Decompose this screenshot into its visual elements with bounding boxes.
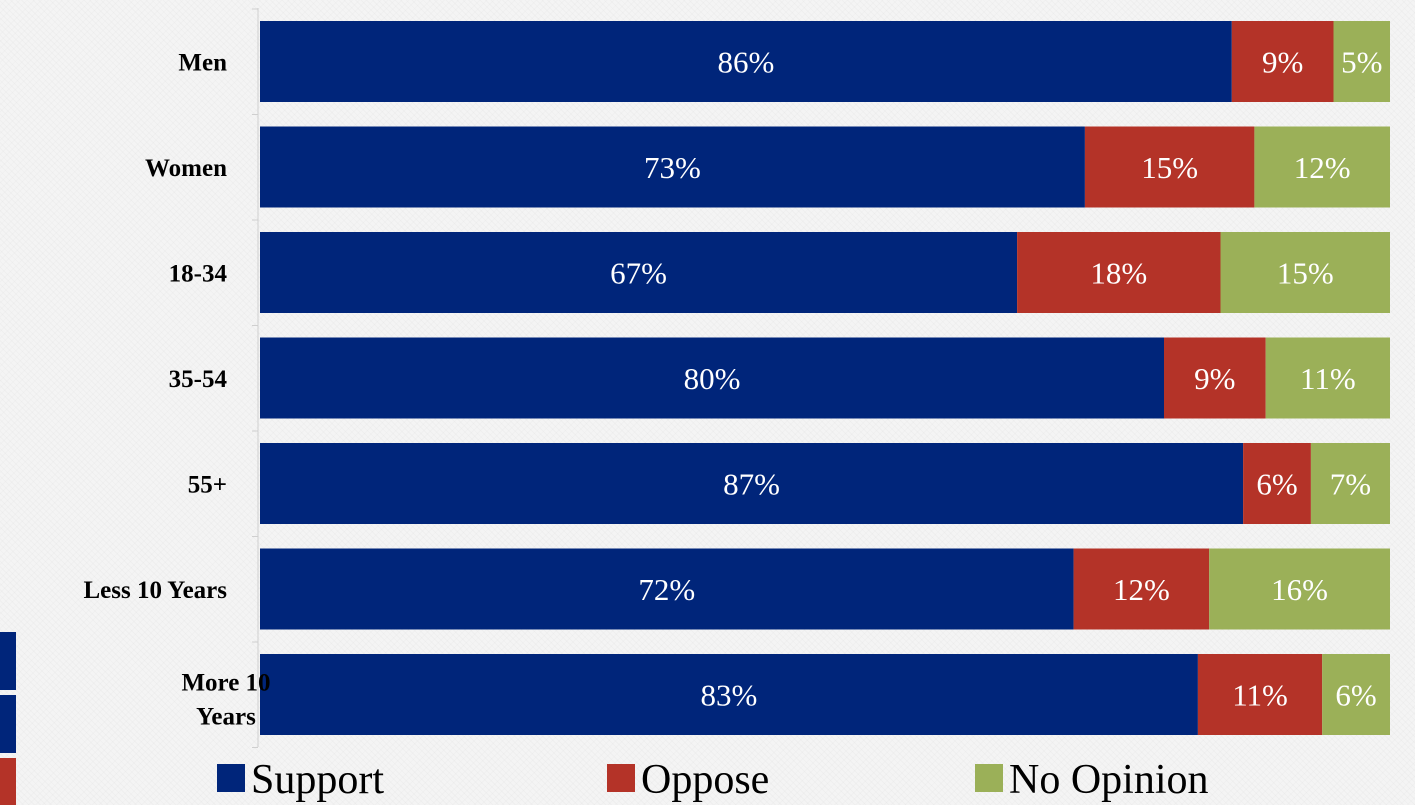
data-label-no-opinion-55: 7% <box>1330 467 1371 502</box>
data-label-support-men: 86% <box>717 45 774 80</box>
data-label-no-opinion-men: 5% <box>1341 45 1382 80</box>
data-label-oppose-more-10-years: 11% <box>1232 678 1288 713</box>
bar-oppose-less-10-years <box>1073 548 1210 630</box>
bar-no-opinion-less-10-years <box>1209 548 1390 630</box>
legend-label-no-opinion: No Opinion <box>1009 757 1209 803</box>
data-label-no-opinion-less-10-years: 16% <box>1271 572 1328 607</box>
bar-oppose-18-34 <box>1017 232 1221 313</box>
bar-no-opinion-more-10-years <box>1322 654 1390 735</box>
bar-support-women <box>260 126 1085 208</box>
category-label-35-54: 35-54 <box>169 366 228 393</box>
bar-support-18-34 <box>260 232 1018 313</box>
data-label-no-opinion-women: 12% <box>1294 150 1351 185</box>
data-label-no-opinion-35-54: 11% <box>1300 361 1356 396</box>
bar-oppose-women <box>1084 126 1255 208</box>
legend-swatch-no-opinion <box>975 764 1003 792</box>
bar-oppose-35-54 <box>1164 337 1266 419</box>
bar-no-opinion-55 <box>1310 443 1390 524</box>
bar-oppose-more-10-years <box>1197 654 1323 735</box>
category-label-18-34: 18-34 <box>169 261 228 288</box>
category-label-less-10-years: Less 10 Years <box>83 577 227 604</box>
bar-support-less-10-years <box>260 548 1074 630</box>
data-label-oppose-18-34: 18% <box>1090 256 1147 291</box>
category-label-55: 55+ <box>188 472 227 499</box>
legend-label-support: Support <box>251 757 384 803</box>
data-label-oppose-women: 15% <box>1141 150 1198 185</box>
bar-support-35-54 <box>260 337 1164 419</box>
edge-swatch-blue <box>0 632 16 690</box>
data-label-oppose-men: 9% <box>1262 45 1303 80</box>
data-label-oppose-55: 6% <box>1256 467 1297 502</box>
data-label-oppose-35-54: 9% <box>1194 361 1235 396</box>
category-label-more-10-years-line2: Years <box>196 704 256 731</box>
data-label-support-more-10-years: 83% <box>701 678 758 713</box>
data-label-support-55: 87% <box>723 467 780 502</box>
bar-no-opinion-18-34 <box>1220 232 1390 313</box>
bar-no-opinion-women <box>1254 126 1390 208</box>
legend-swatch-oppose <box>607 764 635 792</box>
data-label-no-opinion-more-10-years: 6% <box>1335 678 1376 713</box>
bar-no-opinion-35-54 <box>1265 337 1390 419</box>
legend-label-oppose: Oppose <box>641 757 769 803</box>
bar-no-opinion-men <box>1333 21 1390 102</box>
data-label-oppose-less-10-years: 12% <box>1113 572 1170 607</box>
bar-support-55 <box>260 443 1244 524</box>
category-label-more-10-years: More 10 <box>181 670 270 697</box>
data-label-support-18-34: 67% <box>610 256 667 291</box>
edge-swatch-blue <box>0 695 16 753</box>
data-label-support-less-10-years: 72% <box>638 572 695 607</box>
category-label-women: Women <box>145 155 227 182</box>
edge-swatch-red <box>0 758 16 805</box>
legend-swatch-support <box>217 764 245 792</box>
bar-support-more-10-years <box>260 654 1198 735</box>
data-label-support-35-54: 80% <box>684 361 741 396</box>
bar-oppose-men <box>1231 21 1334 102</box>
data-label-no-opinion-18-34: 15% <box>1277 256 1334 291</box>
data-label-support-women: 73% <box>644 150 701 185</box>
bar-oppose-55 <box>1243 443 1311 524</box>
category-label-men: Men <box>178 50 227 77</box>
bar-support-men <box>260 21 1232 102</box>
